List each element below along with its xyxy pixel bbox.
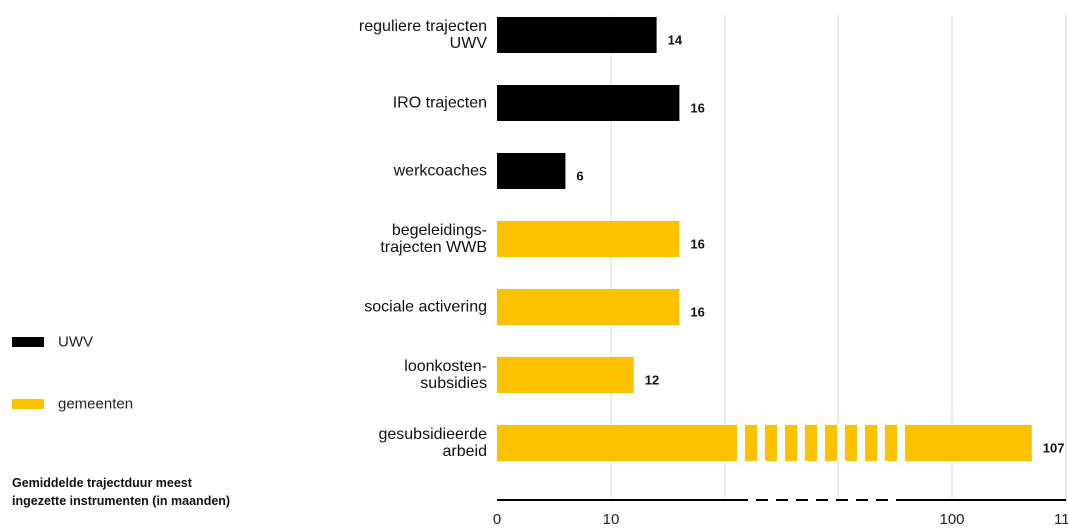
value-label: 16: [690, 100, 704, 115]
bar-break-gap: [877, 424, 885, 462]
y-tick-label: IRO trajecten: [392, 94, 487, 112]
value-label: 16: [690, 304, 704, 319]
bar-break-gap: [777, 424, 785, 462]
chart-title: Gemiddelde trajectduur meest ingezette i…: [12, 476, 231, 508]
x-tick-label: 0: [493, 511, 501, 528]
value-label: 12: [645, 372, 659, 387]
x-tick-label: 100: [939, 511, 964, 528]
value-label: 14: [668, 32, 683, 47]
y-tick-label: reguliere trajecten UWV: [358, 18, 487, 52]
value-label: 107: [1043, 440, 1065, 455]
bar-break-gap: [837, 424, 845, 462]
bar: [497, 85, 680, 121]
bar-break-gap: [797, 424, 805, 462]
legend-swatch: [12, 337, 44, 347]
value-label: 16: [690, 236, 704, 251]
bar: [497, 289, 680, 325]
y-tick-label: werkcoaches: [393, 162, 487, 180]
y-tick-label: begeleidings- trajecten WWB: [380, 222, 487, 256]
x-tick-label: 10: [603, 511, 620, 528]
value-label: 6: [576, 168, 583, 183]
bar-break-gap: [737, 424, 745, 462]
legend-swatch: [12, 399, 44, 409]
bar: [497, 153, 566, 189]
bar-break-gap: [857, 424, 865, 462]
legend-label: UWV: [58, 333, 93, 351]
y-tick-label: gesubsidieerde arbeid: [378, 426, 487, 460]
x-tick-label: 110: [1054, 511, 1068, 528]
bar: [497, 357, 634, 393]
bar-break-gap: [757, 424, 765, 462]
y-tick-label: loonkosten- subsidies: [404, 358, 487, 392]
bar: [497, 221, 680, 257]
legend-label: gemeenten: [58, 395, 134, 413]
bar-break-gap: [817, 424, 825, 462]
bar: [497, 17, 657, 53]
y-tick-label: sociale activering: [364, 298, 487, 316]
bar-break-gap: [897, 424, 905, 462]
